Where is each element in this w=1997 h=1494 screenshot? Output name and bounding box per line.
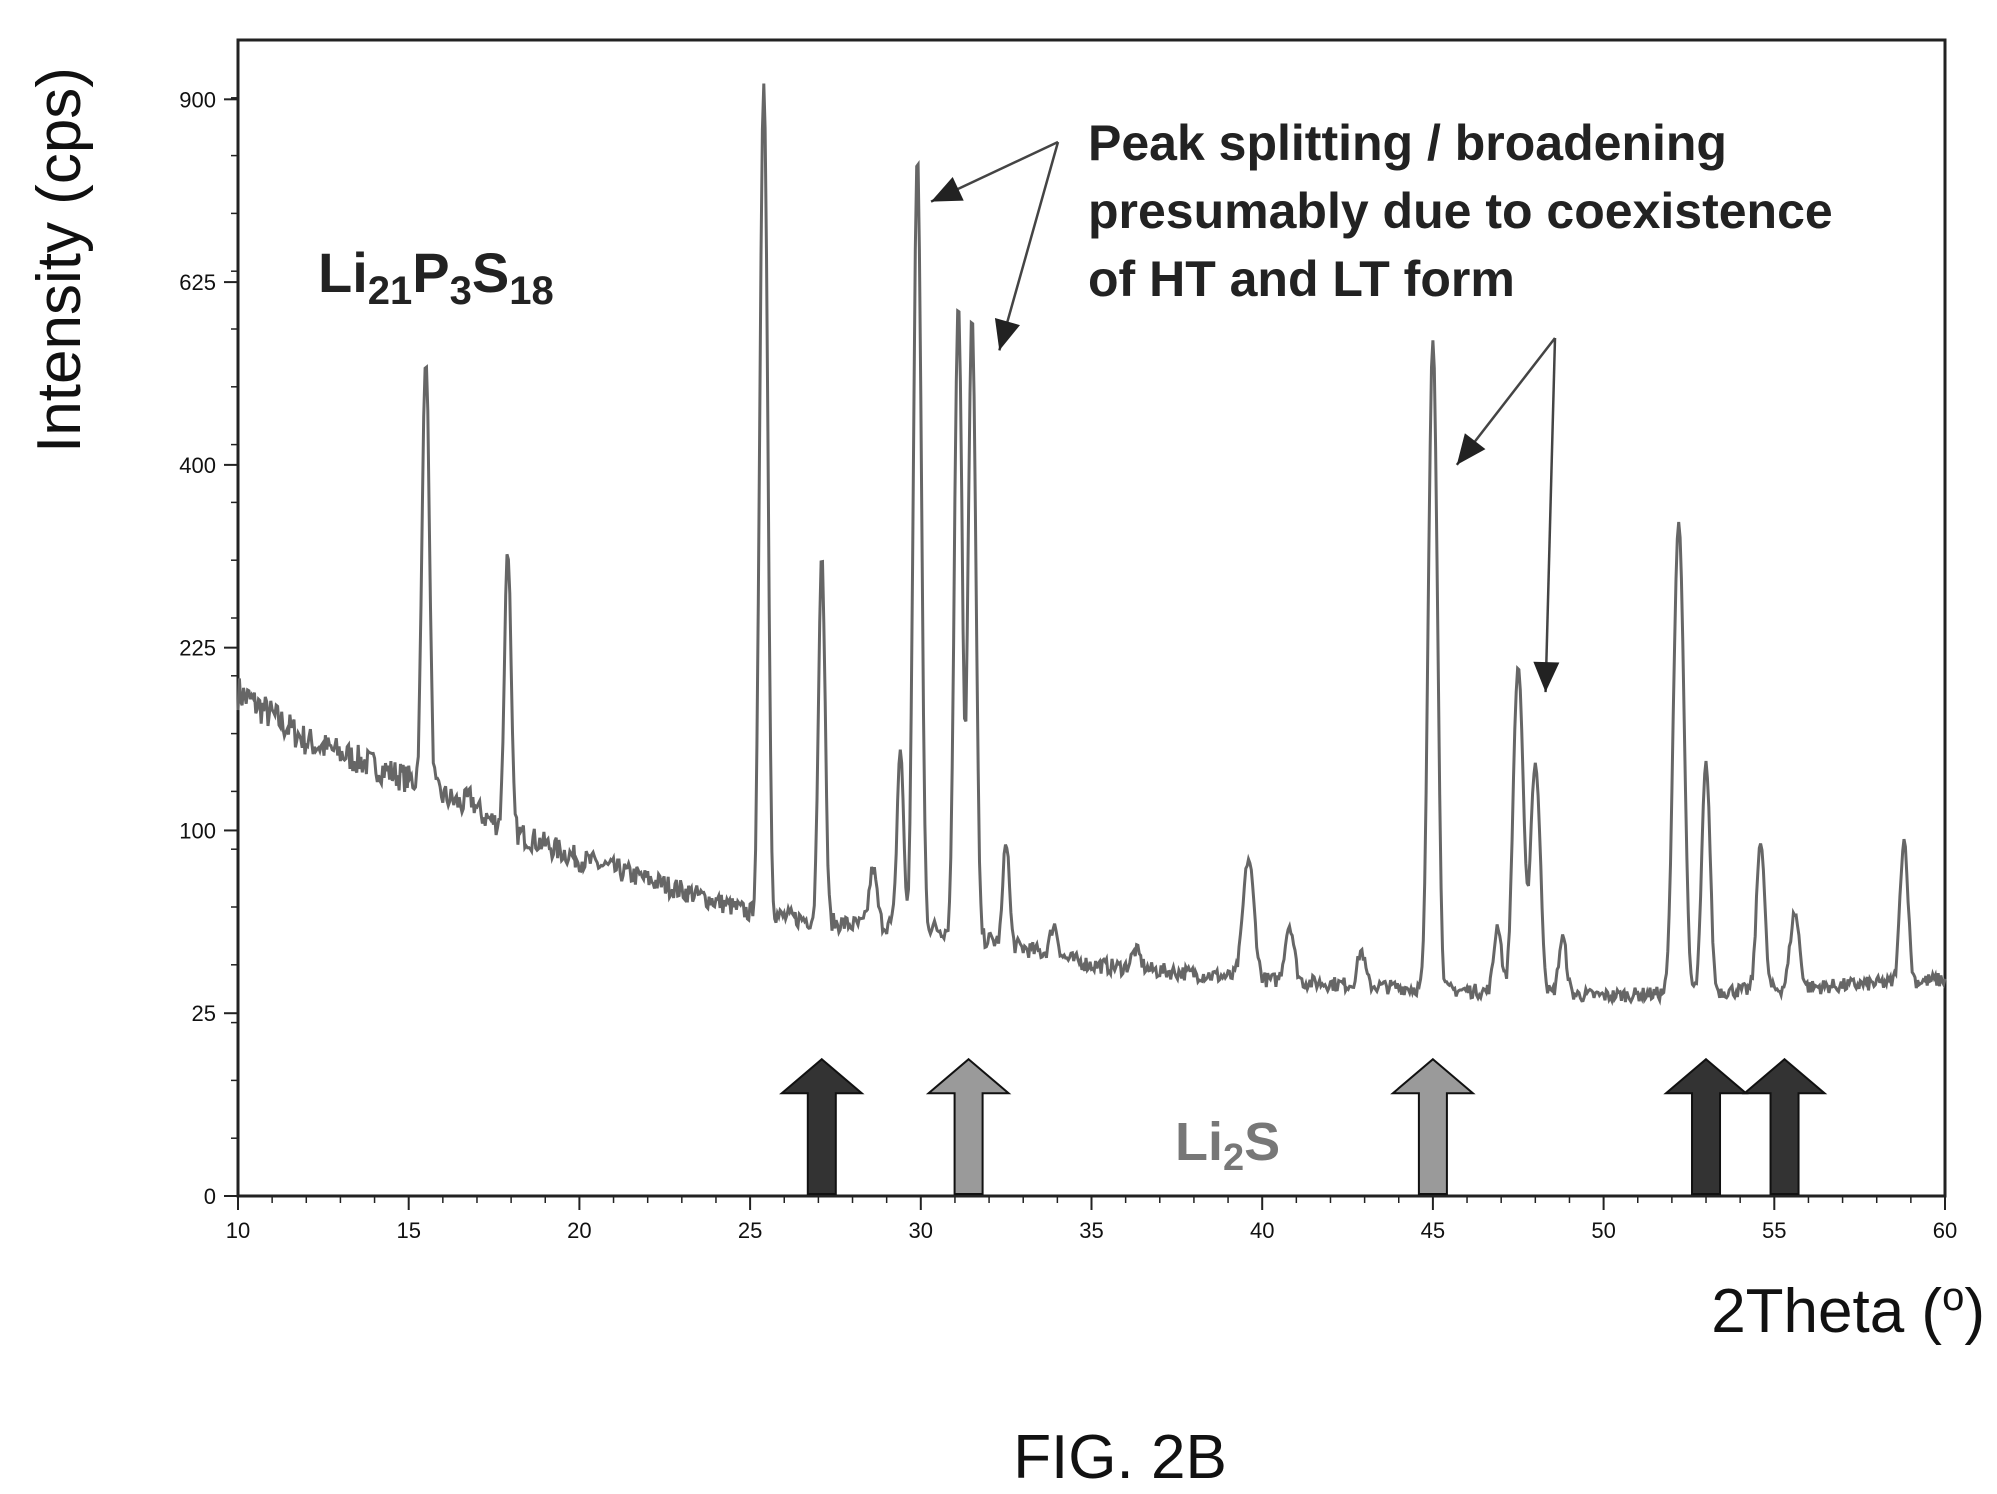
annotation-arrowhead xyxy=(1456,433,1486,465)
x-tick-label: 50 xyxy=(1591,1218,1615,1243)
li2s-reflection-arrow xyxy=(1663,1057,1749,1195)
y-tick-label: 400 xyxy=(179,453,216,478)
annotation-line-3: of HT and LT form xyxy=(1088,251,1515,307)
x-tick-label: 20 xyxy=(567,1218,591,1243)
annotation-arrow-line xyxy=(998,141,1060,351)
li2s-reflection-arrow xyxy=(1741,1057,1828,1195)
y-tick-label: 0 xyxy=(204,1184,216,1209)
x-tick-label: 30 xyxy=(909,1218,933,1243)
x-tick-label: 40 xyxy=(1250,1218,1274,1243)
phase-label: Li21P3S18 xyxy=(318,241,554,313)
tick-group: 10 15 20 25 30 35 40 45 50 55 60 0 25 100 225 400 625 900 xyxy=(179,87,1957,1243)
annotation-arrows xyxy=(930,140,1560,693)
annotation-arrowhead xyxy=(994,318,1020,351)
y-tick-label: 25 xyxy=(192,1001,216,1026)
li2s-label: Li2S xyxy=(1175,1112,1280,1179)
y-axis-title: Intensity (cps) xyxy=(25,67,94,453)
y-tick-label: 900 xyxy=(179,87,216,112)
y-tick-label: 100 xyxy=(179,818,216,843)
x-tick-label: 10 xyxy=(226,1218,250,1243)
x-tick-label: 55 xyxy=(1762,1218,1786,1243)
annotation-line-2: presumably due to coexistence xyxy=(1088,183,1833,239)
annotation-arrow-line xyxy=(1544,337,1557,693)
annotation-line-1: Peak splitting / broadening xyxy=(1088,115,1727,171)
annotation-arrowhead xyxy=(1533,661,1560,693)
x-tick-label: 60 xyxy=(1933,1218,1957,1243)
figure-caption: FIG. 2B xyxy=(1013,1423,1227,1492)
xrd-pattern-line xyxy=(236,83,1947,1007)
li2s-reflection-arrow xyxy=(925,1057,1012,1195)
y-tick-label: 225 xyxy=(179,636,216,661)
x-axis-title: 2Theta (o) xyxy=(1711,1275,1985,1346)
li2s-reflection-arrow xyxy=(1390,1057,1476,1195)
x-tick-label: 15 xyxy=(396,1218,420,1243)
annotation-arrowhead xyxy=(931,177,964,202)
x-tick-label: 45 xyxy=(1421,1218,1445,1243)
li2s-markers xyxy=(779,1057,1828,1195)
li2s-reflection-arrow xyxy=(779,1057,865,1195)
x-tick-label: 25 xyxy=(738,1218,762,1243)
y-tick-label: 625 xyxy=(179,270,216,295)
x-tick-label: 35 xyxy=(1079,1218,1103,1243)
